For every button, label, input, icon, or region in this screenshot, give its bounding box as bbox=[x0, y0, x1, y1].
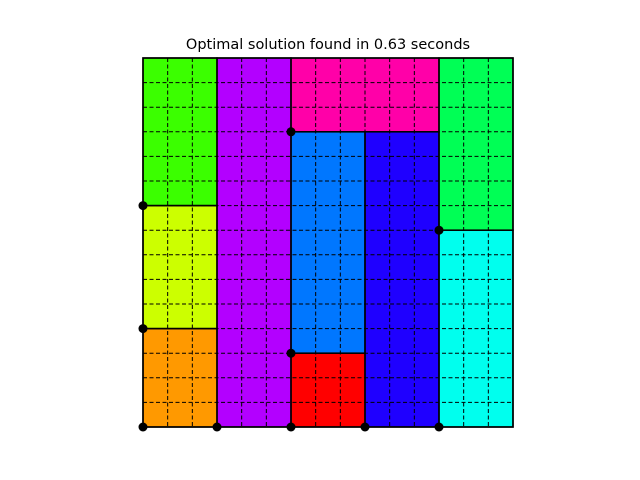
corner-point bbox=[360, 422, 370, 432]
rectangle-red bbox=[291, 353, 365, 427]
rectangle-azure bbox=[291, 131, 365, 354]
rectangle-borders bbox=[142, 57, 514, 428]
rectangle-layer bbox=[143, 58, 513, 428]
corner-points bbox=[138, 127, 444, 432]
corner-point bbox=[286, 422, 296, 432]
corner-point bbox=[138, 422, 148, 432]
rectangle-magenta bbox=[291, 58, 439, 132]
plot-frame bbox=[142, 57, 514, 428]
corner-point bbox=[286, 348, 296, 358]
rectangle-green bbox=[143, 58, 217, 206]
rectangle-spring-green bbox=[439, 58, 513, 231]
corner-point bbox=[212, 422, 222, 432]
corner-point bbox=[434, 225, 444, 235]
corner-point bbox=[138, 324, 148, 334]
rectangle-blue bbox=[365, 131, 439, 428]
rectangle-orange bbox=[143, 328, 217, 427]
figure-title: Optimal solution found in 0.63 seconds bbox=[186, 37, 470, 53]
corner-point bbox=[138, 201, 148, 211]
corner-point bbox=[286, 127, 296, 137]
rectangle-purple bbox=[217, 58, 291, 427]
rectangle-lime bbox=[143, 205, 217, 329]
corner-point bbox=[434, 422, 444, 432]
